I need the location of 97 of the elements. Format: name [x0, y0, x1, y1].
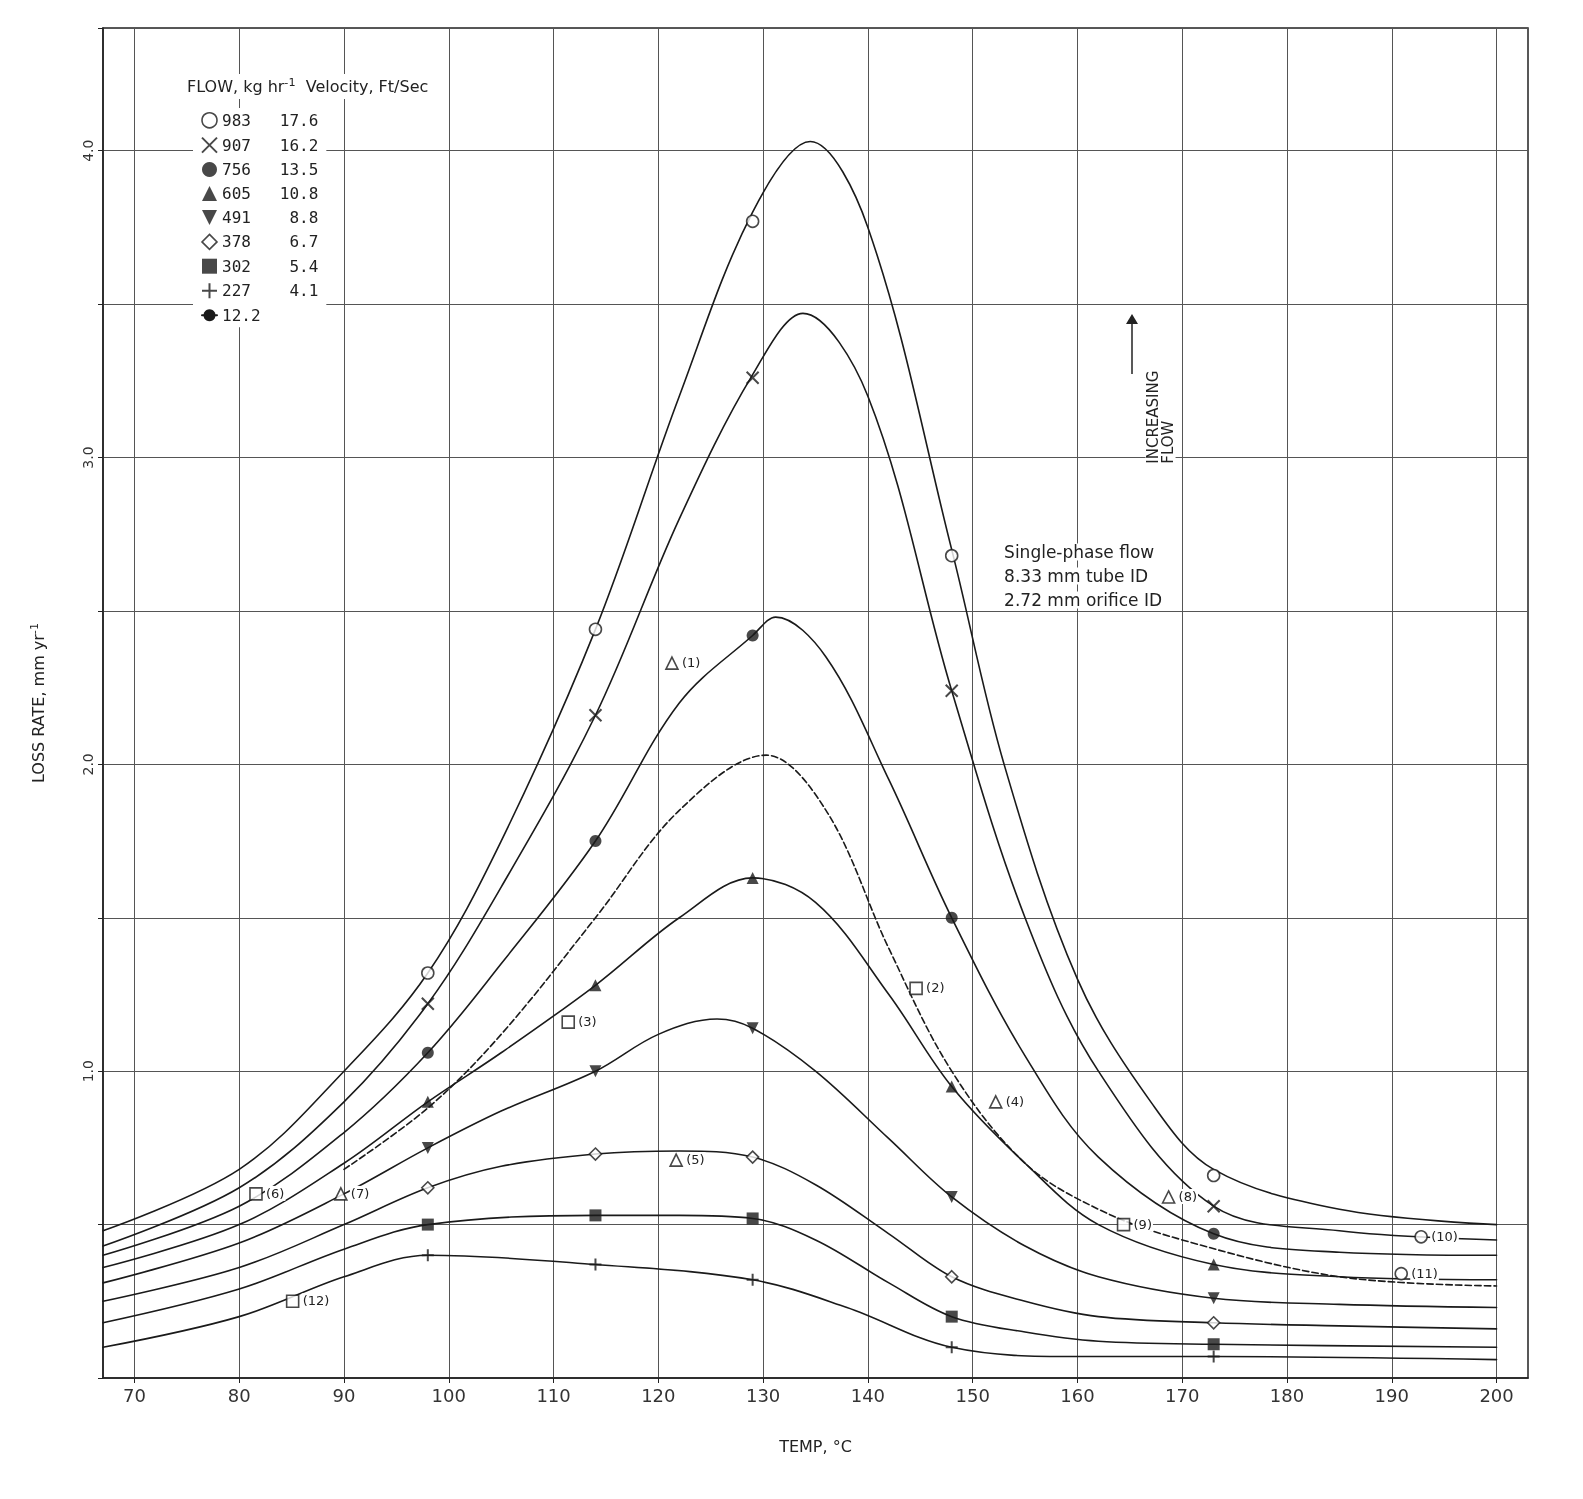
point	[745, 1150, 760, 1164]
point	[1206, 1315, 1221, 1330]
y-axis-title: LOSS RATE, mm yr-1	[28, 622, 48, 784]
x-tick-label: 180	[1269, 1384, 1305, 1406]
point	[945, 1080, 958, 1093]
point	[746, 1022, 759, 1035]
x-tick-label: 120	[641, 1384, 676, 1406]
point	[1206, 1349, 1221, 1364]
point	[945, 1190, 958, 1203]
annotation: Single-phase flow	[1004, 541, 1155, 562]
annotation: (3)	[578, 1014, 597, 1030]
x-tick-label: 150	[955, 1384, 990, 1406]
x-tick-label: 100	[431, 1384, 466, 1406]
legend-label: 907 16.2	[222, 135, 319, 155]
point	[421, 1180, 435, 1195]
annotation: (7)	[350, 1185, 370, 1201]
point	[746, 629, 759, 642]
point	[945, 911, 958, 924]
point	[421, 1218, 434, 1231]
x-tick-label: 90	[332, 1384, 356, 1406]
x-tick-label: 170	[1165, 1384, 1200, 1406]
legend-label: 983 17.6	[222, 110, 319, 130]
point	[589, 979, 602, 992]
point	[944, 548, 959, 563]
point	[588, 1147, 603, 1161]
point	[1414, 1230, 1428, 1244]
point	[589, 835, 602, 848]
legend-label: 378 6.7	[222, 232, 319, 252]
legend-label: 605 10.8	[222, 184, 319, 204]
point	[1207, 1258, 1220, 1271]
point	[421, 1095, 434, 1108]
point	[909, 981, 923, 996]
point	[944, 1269, 959, 1284]
legend-label: 491 8.8	[222, 208, 319, 228]
annotation: (5)	[686, 1152, 705, 1168]
y-tick-label: 1.0	[80, 1060, 96, 1083]
x-axis-title: TEMP, °C	[778, 1436, 852, 1456]
point	[745, 370, 760, 385]
annotation: (8)	[1178, 1188, 1198, 1204]
annotation: 2.72 mm orifice ID	[1004, 589, 1163, 610]
point	[1206, 1168, 1221, 1183]
annotation: INCREASING FLOW	[1144, 365, 1178, 464]
point	[1207, 1292, 1220, 1305]
point	[988, 1095, 1003, 1109]
point	[1161, 1190, 1176, 1204]
legend-label: 12.2	[222, 305, 261, 325]
point	[588, 622, 603, 637]
point	[589, 1065, 602, 1078]
point	[945, 1310, 958, 1323]
x-tick-label: 200	[1479, 1384, 1514, 1406]
y-tick-label: 4.0	[80, 139, 96, 162]
x-tick-label: 110	[536, 1384, 571, 1406]
point	[944, 1340, 959, 1355]
point	[589, 1209, 602, 1222]
point	[746, 871, 759, 884]
point	[944, 683, 959, 698]
annotation: (4)	[1005, 1093, 1025, 1109]
annotation: (12)	[302, 1293, 330, 1309]
point	[421, 1141, 434, 1154]
point	[1207, 1227, 1220, 1240]
annotation: (1)	[681, 655, 701, 671]
point	[588, 1257, 603, 1272]
annotation: (11)	[1411, 1265, 1438, 1281]
point	[285, 1294, 300, 1309]
legend-label: 756 13.5	[222, 160, 319, 180]
point	[561, 1015, 576, 1029]
point	[334, 1187, 348, 1201]
point	[746, 1212, 759, 1225]
x-tick-label: 130	[745, 1384, 781, 1406]
point	[1206, 1199, 1221, 1214]
y-tick-label: 3.0	[80, 446, 96, 469]
point	[1207, 1338, 1220, 1351]
point	[1116, 1217, 1131, 1232]
annotation: 8.33 mm tube ID	[1004, 565, 1149, 586]
legend-label: 302 5.4	[222, 256, 319, 276]
point	[669, 1153, 683, 1167]
legend-label: 227 4.1	[222, 281, 319, 301]
point	[249, 1187, 263, 1201]
annotation: (2)	[926, 980, 945, 996]
x-tick-label: 190	[1374, 1384, 1409, 1406]
point	[745, 214, 760, 229]
x-tick-label: 70	[122, 1384, 146, 1406]
x-tick-label: 160	[1060, 1384, 1095, 1406]
point	[420, 996, 435, 1011]
point	[420, 1248, 435, 1263]
point	[421, 966, 435, 980]
y-tick-label: 2.0	[80, 753, 96, 776]
point	[588, 708, 603, 723]
point	[1394, 1266, 1409, 1281]
annotation: (10)	[1431, 1228, 1458, 1244]
x-tick-label: 140	[850, 1384, 886, 1406]
annotation: (9)	[1133, 1216, 1152, 1232]
point	[665, 656, 679, 670]
x-tick-label: 80	[227, 1384, 251, 1406]
point	[745, 1272, 760, 1287]
annotation: (6)	[265, 1185, 285, 1201]
point	[421, 1046, 434, 1059]
